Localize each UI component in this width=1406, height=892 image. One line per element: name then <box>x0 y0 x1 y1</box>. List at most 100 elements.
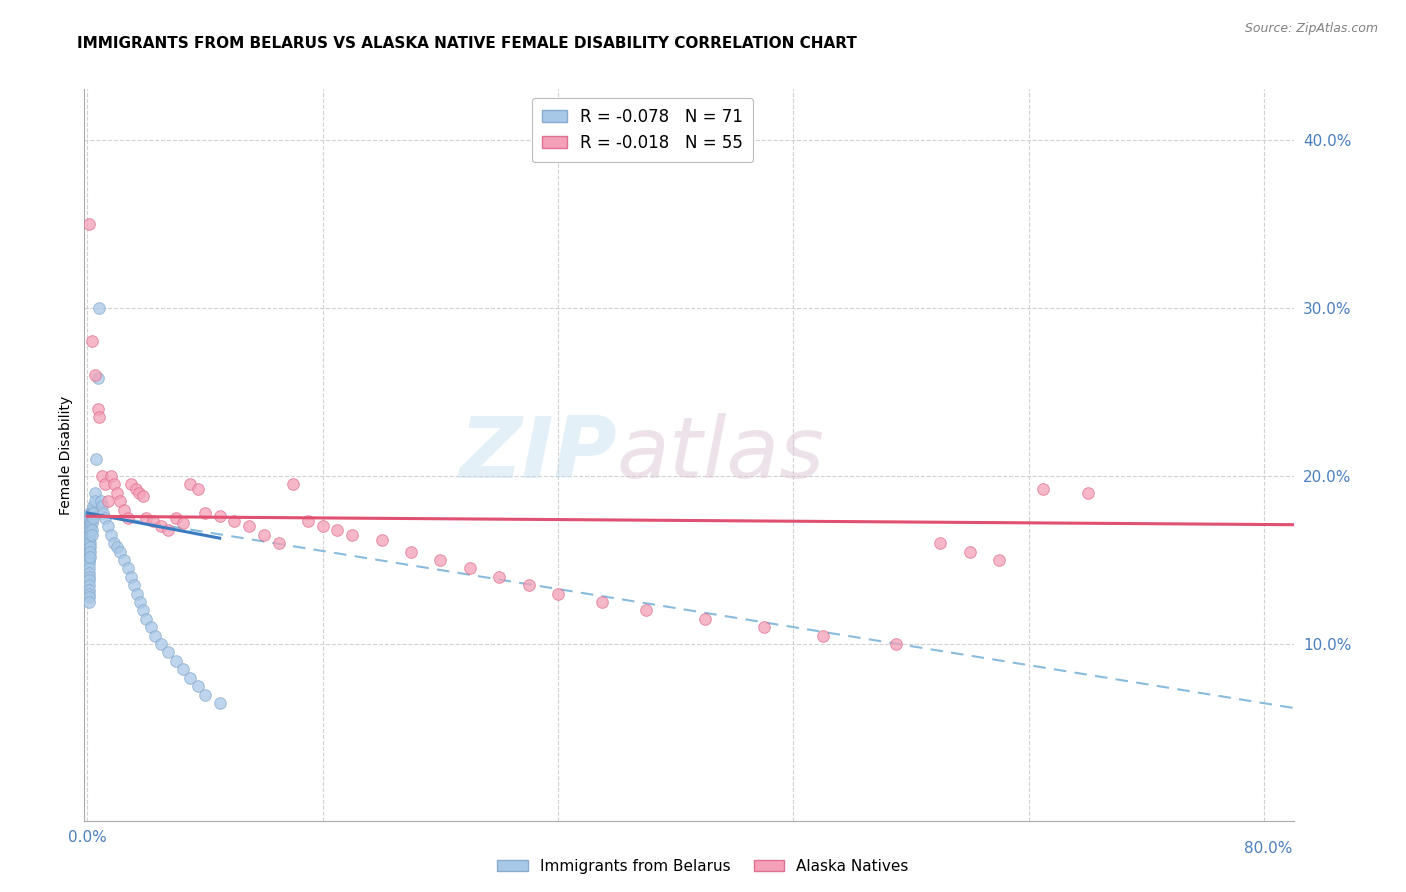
Point <box>77 544 100 558</box>
Point <box>82 506 104 520</box>
Point <box>124 578 146 592</box>
Point <box>297 514 319 528</box>
Point <box>80 516 103 530</box>
Text: IMMIGRANTS FROM BELARUS VS ALASKA NATIVE FEMALE DISABILITY CORRELATION CHART: IMMIGRANTS FROM BELARUS VS ALASKA NATIVE… <box>77 36 858 51</box>
Point <box>636 603 658 617</box>
Point <box>77 533 100 547</box>
Point <box>149 637 172 651</box>
Point <box>112 553 135 567</box>
Point <box>87 301 110 315</box>
Point <box>125 483 148 497</box>
Point <box>100 528 122 542</box>
Text: ZIP: ZIP <box>458 413 616 497</box>
Point <box>83 485 105 500</box>
Point <box>94 477 117 491</box>
Point <box>77 536 100 550</box>
Point <box>157 523 180 537</box>
Point <box>79 523 101 537</box>
Point <box>959 544 981 558</box>
Text: atlas: atlas <box>616 413 824 497</box>
Point <box>82 499 104 513</box>
Point <box>172 662 194 676</box>
Point <box>132 603 155 617</box>
Point <box>139 620 162 634</box>
Point <box>283 477 305 491</box>
Point <box>79 549 101 564</box>
Legend: R = -0.078   N = 71, R = -0.018   N = 55: R = -0.078 N = 71, R = -0.018 N = 55 <box>531 97 754 161</box>
Point <box>77 511 100 525</box>
Point <box>77 557 100 571</box>
Point <box>79 544 101 558</box>
Point <box>80 334 103 349</box>
Point <box>105 540 128 554</box>
Point <box>194 506 217 520</box>
Point <box>77 523 100 537</box>
Point <box>142 514 165 528</box>
Point <box>77 590 100 604</box>
Point <box>103 477 125 491</box>
Point <box>100 469 122 483</box>
Point <box>120 477 142 491</box>
Point <box>77 566 100 581</box>
Point <box>103 536 125 550</box>
Point <box>547 587 569 601</box>
Point <box>129 595 152 609</box>
Point <box>208 509 231 524</box>
Point <box>238 519 260 533</box>
Point <box>458 561 481 575</box>
Point <box>79 506 101 520</box>
Point <box>84 452 107 467</box>
Point <box>79 511 101 525</box>
Point <box>988 553 1011 567</box>
Point <box>127 587 149 601</box>
Point <box>80 511 103 525</box>
Point <box>326 523 349 537</box>
Y-axis label: Female Disability: Female Disability <box>59 395 73 515</box>
Point <box>77 553 100 567</box>
Point <box>80 528 103 542</box>
Point <box>194 688 217 702</box>
Point <box>77 519 100 533</box>
Point <box>79 528 101 542</box>
Point <box>77 528 100 542</box>
Point <box>90 494 112 508</box>
Point <box>117 511 139 525</box>
Point <box>187 679 209 693</box>
Point <box>91 499 114 513</box>
Point <box>311 519 333 533</box>
Point <box>80 502 103 516</box>
Text: Source: ZipAtlas.com: Source: ZipAtlas.com <box>1244 22 1378 36</box>
Point <box>253 528 276 542</box>
Point <box>399 544 422 558</box>
Point <box>83 494 105 508</box>
Point <box>77 595 100 609</box>
Point <box>165 654 187 668</box>
Point <box>695 612 717 626</box>
Point <box>429 553 451 567</box>
Point <box>77 583 100 598</box>
Point <box>77 570 100 584</box>
Point <box>87 410 110 425</box>
Point <box>77 561 100 575</box>
Point <box>82 511 104 525</box>
Point <box>488 570 510 584</box>
Point <box>224 514 246 528</box>
Point <box>94 511 117 525</box>
Point <box>157 645 180 659</box>
Point <box>208 696 231 710</box>
Point <box>91 469 114 483</box>
Point <box>591 595 613 609</box>
Point <box>79 516 101 530</box>
Point <box>179 671 201 685</box>
Point <box>149 519 172 533</box>
Point <box>77 540 100 554</box>
Point <box>77 578 100 592</box>
Point <box>517 578 540 592</box>
Point <box>77 549 100 564</box>
Point <box>1077 485 1099 500</box>
Point <box>86 371 108 385</box>
Point <box>172 516 194 530</box>
Point <box>80 523 103 537</box>
Point <box>79 540 101 554</box>
Point <box>165 511 187 525</box>
